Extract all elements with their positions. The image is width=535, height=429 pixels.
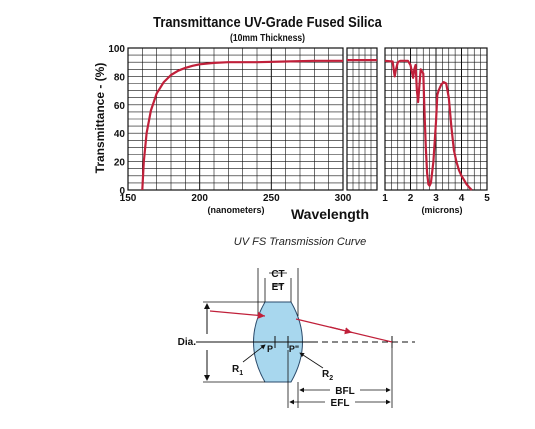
bfl-label: BFL xyxy=(335,386,354,397)
y-tick-label: 80 xyxy=(114,72,126,83)
incident-ray xyxy=(209,310,266,319)
x-tick-label: 2 xyxy=(408,193,414,204)
chart-subtitle: (10mm Thickness) xyxy=(229,33,306,44)
r1-leader xyxy=(242,344,266,363)
chart-title: Transmittance UV-Grade Fused Silica xyxy=(153,14,382,31)
dia-label: Dia. xyxy=(178,337,197,348)
x-axis-label: Wavelength xyxy=(291,206,369,222)
x-unit-label-uv: (nanometers) xyxy=(207,205,264,215)
r1-label: R1 xyxy=(232,364,243,377)
p-prime-label: P" xyxy=(289,344,299,354)
x-unit-label-ir: (microns) xyxy=(421,205,462,215)
series-line-ir xyxy=(384,59,473,191)
p-label: P xyxy=(267,344,273,354)
ct-label: CT xyxy=(271,269,284,280)
x-tick-label: 5 xyxy=(484,193,490,204)
refracted-ray-arrow xyxy=(329,326,353,335)
r2-leader xyxy=(299,352,324,369)
efl-label: EFL xyxy=(331,398,350,409)
y-tick-label: 60 xyxy=(114,101,126,112)
x-tick-label: 150 xyxy=(120,193,137,204)
lens-body xyxy=(253,301,303,383)
y-tick-label: 40 xyxy=(114,129,126,140)
x-tick-label: 300 xyxy=(335,193,352,204)
transmittance-chart: 150 200 250 300 (nanometers) 1 2 3 4 5 (microns) 0 2… xyxy=(93,44,490,222)
y-tick-label: 0 xyxy=(119,186,125,197)
y-axis-label: Transmittance - (%) xyxy=(93,63,107,174)
chart-caption: UV FS Transmission Curve xyxy=(233,236,367,248)
series-line-uv xyxy=(141,59,343,191)
x-tick-label: 1 xyxy=(382,193,388,204)
refracted-ray xyxy=(295,318,393,343)
x-tick-label: 200 xyxy=(191,193,208,204)
x-tick-label: 250 xyxy=(263,193,280,204)
y-tick-label: 100 xyxy=(108,44,125,55)
et-label: ET xyxy=(272,282,285,293)
x-tick-label: 3 xyxy=(433,193,439,204)
x-tick-label: 4 xyxy=(459,193,465,204)
y-tick-label: 20 xyxy=(114,158,126,169)
r2-label: R2 xyxy=(322,369,333,382)
